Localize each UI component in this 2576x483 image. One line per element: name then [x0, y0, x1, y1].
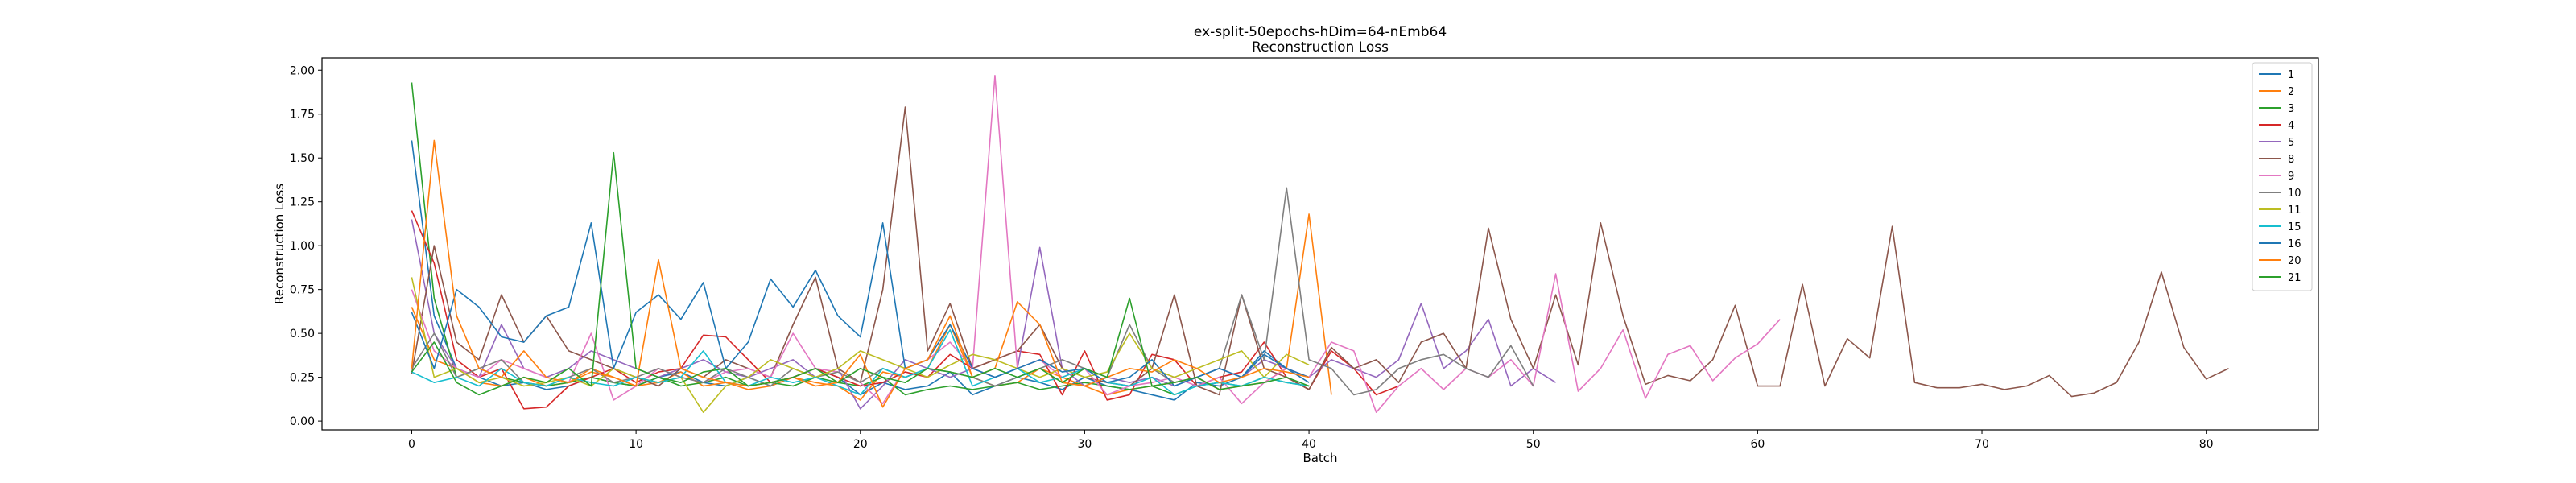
- x-tick-label: 10: [629, 438, 643, 451]
- y-tick-label: 0.00: [290, 415, 315, 428]
- series-line-3: [411, 82, 1310, 396]
- legend-label: 10: [2288, 188, 2301, 200]
- legend-label: 9: [2288, 171, 2294, 183]
- series-line-11: [411, 277, 1310, 414]
- series-line-20: [411, 139, 1310, 408]
- y-tick-label: 0.25: [290, 372, 315, 385]
- legend-label: 2: [2288, 86, 2294, 98]
- legend-label: 5: [2288, 137, 2294, 149]
- y-tick-label: 2.00: [290, 64, 315, 77]
- legend-label: 11: [2288, 204, 2301, 217]
- y-tick-label: 0.75: [290, 284, 315, 297]
- y-tick-label: 1.75: [290, 109, 315, 122]
- x-axis-label: Batch: [1302, 451, 1337, 465]
- legend-label: 3: [2288, 103, 2294, 115]
- plot-lines: [411, 74, 2229, 414]
- x-tick-label: 80: [2199, 438, 2214, 451]
- y-tick-label: 1.00: [290, 240, 315, 253]
- series-line-9: [411, 74, 1781, 414]
- y-tick-label: 1.50: [290, 152, 315, 165]
- legend-label: 8: [2288, 154, 2294, 166]
- series-line-1: [411, 140, 1310, 401]
- series-line-8: [411, 106, 2229, 398]
- legend: 1 2 3 4 5 8 9 10 11 15 16 20 21: [2252, 62, 2313, 291]
- x-tick-label: 60: [1750, 438, 1765, 451]
- legend-label: 4: [2288, 120, 2294, 132]
- x-tick-label: 20: [853, 438, 868, 451]
- chart-subtitle: Reconstruction Loss: [1252, 39, 1389, 56]
- legend-label: 15: [2288, 221, 2301, 233]
- legend-label: 16: [2288, 238, 2301, 250]
- legend-label: 20: [2288, 255, 2301, 267]
- y-axis-ticks: 0.00 0.25 0.50 0.75 1.00 1.25 1.50 1.75 2.00: [290, 64, 322, 428]
- series-line-21: [411, 151, 1310, 396]
- legend-box: [2252, 62, 2313, 291]
- chart-title: ex-split-50epochs-hDim=64-nEmb64: [1194, 24, 1447, 40]
- plot-frame: [321, 57, 2319, 431]
- x-tick-label: 40: [1302, 438, 1316, 451]
- x-tick-label: 30: [1078, 438, 1092, 451]
- y-axis-label: Reconstruction Loss: [272, 184, 287, 304]
- y-tick-label: 1.25: [290, 196, 315, 209]
- y-tick-label: 0.50: [290, 328, 315, 341]
- legend-label: 21: [2288, 272, 2301, 284]
- series-line-16: [411, 222, 1310, 387]
- x-tick-label: 0: [408, 438, 415, 451]
- x-tick-label: 50: [1526, 438, 1541, 451]
- x-axis-ticks: 0 10 20 30 40 50 60 70 80: [408, 430, 2214, 451]
- x-tick-label: 70: [1975, 438, 1989, 451]
- legend-label: 1: [2288, 69, 2294, 81]
